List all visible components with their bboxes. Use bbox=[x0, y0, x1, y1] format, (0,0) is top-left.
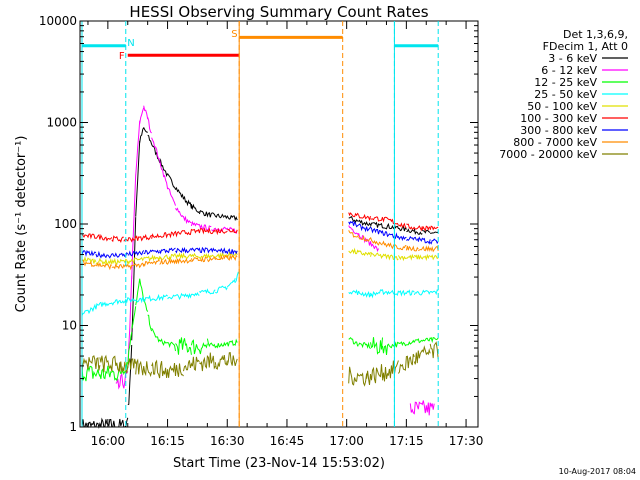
timestamp: 10-Aug-2017 08:04 bbox=[559, 467, 636, 476]
x-axis-label: Start Time (23-Nov-14 15:53:02) bbox=[173, 456, 385, 471]
series-7000-20000keV bbox=[81, 341, 439, 387]
annotation-F: F bbox=[119, 51, 240, 62]
legend-label: 25 - 50 keV bbox=[534, 88, 597, 101]
series-line bbox=[81, 271, 439, 316]
annotation-label: S bbox=[231, 29, 237, 40]
y-axis-label: Count Rate (s⁻¹ detector⁻¹) bbox=[14, 136, 29, 313]
series-line bbox=[81, 278, 439, 382]
legend-header-line-2: FDecim 1, Att 0 bbox=[543, 40, 628, 53]
legend-label: 12 - 25 keV bbox=[534, 76, 597, 89]
series-6-12keV bbox=[115, 105, 435, 416]
plot-area: NF S 1 10 100 1000 10000 16:00 16:15 16:30 16:45… bbox=[39, 14, 484, 448]
series-line bbox=[81, 127, 439, 429]
legend-label: 6 - 12 keV bbox=[541, 64, 597, 77]
series-line bbox=[81, 230, 439, 271]
legend-label: 300 - 800 keV bbox=[520, 124, 597, 137]
annotation-layer: NF S bbox=[81, 21, 439, 427]
legend: Det 1,3,6,9, FDecim 1, Att 0 3 - 6 keV6 … bbox=[499, 28, 628, 161]
legend-item: 50 - 100 keV bbox=[527, 100, 628, 113]
series-100-300keV bbox=[81, 212, 439, 243]
legend-item: 6 - 12 keV bbox=[541, 64, 628, 77]
legend-label: 800 - 7000 keV bbox=[513, 136, 597, 149]
series-line bbox=[81, 341, 439, 387]
y-tick-label: 100 bbox=[54, 217, 77, 231]
legend-label: 100 - 300 keV bbox=[520, 112, 597, 125]
series-50-100keV bbox=[81, 247, 439, 266]
legend-label: 50 - 100 keV bbox=[527, 100, 597, 113]
x-tick-label: 17:30 bbox=[449, 434, 484, 448]
legend-item: 800 - 7000 keV bbox=[513, 136, 628, 149]
series-25-50keV bbox=[81, 271, 439, 316]
x-tick-label: 16:45 bbox=[270, 434, 305, 448]
x-tick-label: 16:15 bbox=[150, 434, 185, 448]
series-12-25keV bbox=[81, 278, 439, 382]
x-axis: 16:00 16:15 16:30 16:45 17:00 17:15 17:30 bbox=[87, 21, 484, 448]
legend-label: 7000 - 20000 keV bbox=[499, 148, 597, 161]
legend-item: 100 - 300 keV bbox=[520, 112, 628, 125]
x-tick-label: 16:00 bbox=[91, 434, 126, 448]
y-tick-label: 1000 bbox=[46, 116, 77, 130]
legend-item: 300 - 800 keV bbox=[520, 124, 628, 137]
series-line bbox=[115, 105, 435, 416]
y-axis: 1 10 100 1000 10000 bbox=[39, 14, 478, 434]
x-tick-label: 16:30 bbox=[210, 434, 245, 448]
series-line bbox=[81, 212, 439, 243]
annotation-S: S bbox=[231, 21, 344, 427]
series-3-6keV bbox=[81, 127, 439, 429]
legend-item: 3 - 6 keV bbox=[548, 52, 628, 65]
annotation-label: N bbox=[127, 38, 134, 49]
series-300-800keV bbox=[81, 220, 439, 259]
series-line bbox=[81, 247, 439, 266]
legend-header-line-1: Det 1,3,6,9, bbox=[563, 28, 628, 41]
x-tick-label: 17:15 bbox=[389, 434, 424, 448]
chart-title: HESSI Observing Summary Count Rates bbox=[129, 3, 428, 21]
series-line bbox=[81, 220, 439, 259]
annotation-label: F bbox=[119, 51, 125, 62]
series-layer bbox=[81, 105, 439, 429]
y-tick-label: 10 bbox=[62, 319, 77, 333]
x-tick-label: 17:00 bbox=[329, 434, 364, 448]
legend-item: 7000 - 20000 keV bbox=[499, 148, 628, 161]
y-tick-label: 10000 bbox=[39, 14, 77, 28]
series-800-7000keV bbox=[81, 230, 439, 271]
legend-item: 25 - 50 keV bbox=[534, 88, 628, 101]
legend-label: 3 - 6 keV bbox=[548, 52, 597, 65]
legend-item: 12 - 25 keV bbox=[534, 76, 628, 89]
y-tick-label: 1 bbox=[69, 420, 77, 434]
